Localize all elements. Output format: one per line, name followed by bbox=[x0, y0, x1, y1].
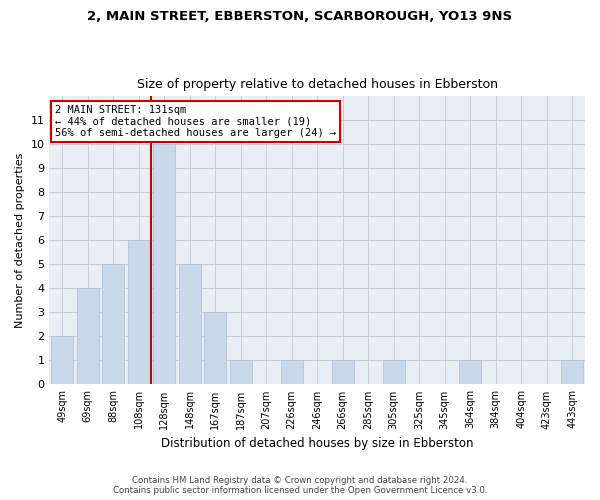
Bar bbox=[154, 144, 175, 384]
X-axis label: Distribution of detached houses by size in Ebberston: Distribution of detached houses by size … bbox=[161, 437, 473, 450]
Title: Size of property relative to detached houses in Ebberston: Size of property relative to detached ho… bbox=[137, 78, 498, 91]
Bar bbox=[281, 360, 302, 384]
Bar bbox=[77, 288, 98, 384]
Text: 2 MAIN STREET: 131sqm
← 44% of detached houses are smaller (19)
56% of semi-deta: 2 MAIN STREET: 131sqm ← 44% of detached … bbox=[55, 105, 336, 138]
Bar bbox=[230, 360, 251, 384]
Bar bbox=[383, 360, 404, 384]
Bar bbox=[103, 264, 124, 384]
Bar bbox=[332, 360, 353, 384]
Bar bbox=[562, 360, 583, 384]
Bar bbox=[205, 312, 226, 384]
Bar bbox=[52, 336, 73, 384]
Text: 2, MAIN STREET, EBBERSTON, SCARBOROUGH, YO13 9NS: 2, MAIN STREET, EBBERSTON, SCARBOROUGH, … bbox=[88, 10, 512, 23]
Text: Contains HM Land Registry data © Crown copyright and database right 2024.
Contai: Contains HM Land Registry data © Crown c… bbox=[113, 476, 487, 495]
Bar bbox=[460, 360, 481, 384]
Bar bbox=[128, 240, 149, 384]
Y-axis label: Number of detached properties: Number of detached properties bbox=[15, 152, 25, 328]
Bar bbox=[179, 264, 200, 384]
